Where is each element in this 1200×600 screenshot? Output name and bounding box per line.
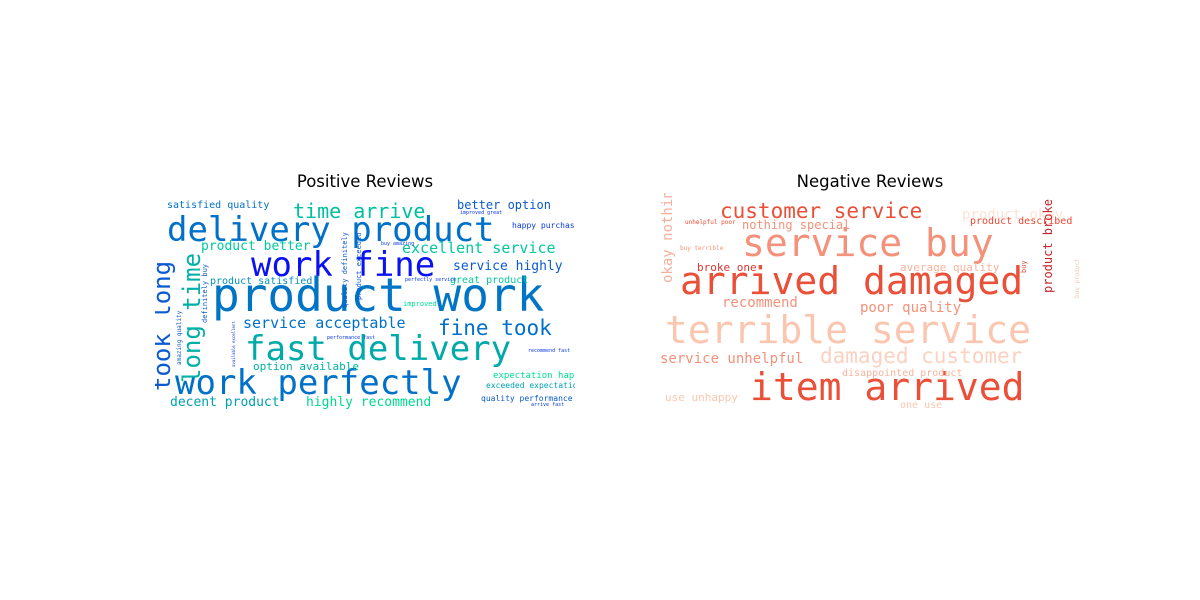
positive-word-service-acceptable: service acceptable xyxy=(243,314,406,332)
negative-word-poor-quality: poor quality xyxy=(860,300,961,316)
negative-word-use-unhappy: use unhappy xyxy=(665,391,738,404)
negative-word-service-buy: service buy xyxy=(742,221,994,265)
positive-word-available-excellent: available excellent xyxy=(231,321,236,367)
positive-word-perfectly-service: perfectly service xyxy=(405,277,456,283)
negative-word-average-quality: average quality xyxy=(900,261,1000,274)
positive-word-fast-delivery: fast delivery xyxy=(245,329,511,369)
positive-word-product-work: product work xyxy=(212,268,544,322)
positive-word-definitely-buy: definitely buy xyxy=(201,264,209,323)
positive-word-arrive-fast: arrive fast xyxy=(531,402,564,408)
positive-word-exceeded-expectation: exceeded expectation xyxy=(486,381,575,390)
negative-word-customer-service: customer service xyxy=(720,199,922,223)
positive-word-delivery-product: delivery product xyxy=(167,210,495,250)
positive-word-work-perfectly: work perfectly xyxy=(175,363,462,403)
positive-word-quality-definitely: quality definitely xyxy=(341,232,349,308)
positive-cloud: product work delivery product fast deliver… xyxy=(155,193,575,415)
positive-word-highly-recommend: highly recommend xyxy=(306,395,431,410)
positive-word-buy-amazing: buy amazing xyxy=(381,241,414,247)
positive-word-decent-product: decent product xyxy=(170,395,280,410)
positive-word-time-arrive: time arrive xyxy=(293,199,425,223)
positive-word-improved-great: improved great xyxy=(460,210,502,216)
negative-word-buy-terrible: buy terrible xyxy=(680,245,724,252)
positive-word-improved: improved xyxy=(403,300,437,308)
negative-word-broke-one: broke one xyxy=(697,261,757,274)
positive-word-quality-performance: quality performance xyxy=(481,394,573,403)
positive-title: Positive Reviews xyxy=(296,172,434,191)
positive-word-excellent-service: excellent service xyxy=(402,239,556,257)
negative-word-product-described: product described xyxy=(970,216,1072,227)
positive-word-amazing-quality: amazing quality xyxy=(176,310,183,365)
positive-word-work-fine: work fine xyxy=(251,245,435,285)
negative-word-product-broke: product broke xyxy=(1041,199,1055,293)
negative-word-unhelpful-poor: unhelpful poor xyxy=(685,219,736,226)
positive-word-long-time: long time xyxy=(178,253,206,383)
positive-word-product-better: product better xyxy=(201,239,311,254)
negative-word-product-okay: product okay xyxy=(962,207,1063,223)
negative-word-damaged-customer: damaged customer xyxy=(820,344,1022,368)
positive-wordcloud: product work delivery product fast deliver… xyxy=(155,198,575,410)
positive-word-product-exceeded: product exceeded xyxy=(355,233,363,300)
positive-word-better-option: better option xyxy=(457,198,551,212)
positive-word-happy-purchase: happy purchase xyxy=(512,221,575,230)
negative-word-item-arrived: item arrived xyxy=(750,365,1025,409)
positive-word-great-product: great product xyxy=(450,275,528,286)
negative-word-terrible-service: terrible service xyxy=(665,308,1031,352)
negative-word-disappointed-product: disappointed product xyxy=(842,368,962,379)
negative-word-buy-product: buy product xyxy=(1074,258,1080,298)
positive-word-satisfied-quality: satisfied quality xyxy=(167,200,269,211)
negative-cloud: service buy arrived damaged terrible servi… xyxy=(660,193,1080,415)
positive-word-expectation-happy: expectation happy xyxy=(493,371,575,381)
positive-word-service-highly: service highly xyxy=(453,259,563,274)
positive-word-fine-took: fine took xyxy=(438,316,552,340)
positive-word-product-satisfied: product satisfied xyxy=(210,276,312,287)
positive-word-performance-fast: performance fast xyxy=(327,335,375,341)
negative-word-buy: buy xyxy=(1020,260,1028,273)
negative-word-recommend: recommend xyxy=(722,295,798,311)
negative-word-nothing-special: nothing special xyxy=(742,218,850,232)
negative-word-service-unhelpful: service unhelpful xyxy=(660,351,803,367)
negative-title: Negative Reviews xyxy=(796,172,944,191)
positive-word-took-long: took long xyxy=(155,261,176,391)
positive-word-option-available: option available xyxy=(253,360,359,373)
negative-word-okay-nothing: okay nothing xyxy=(660,193,676,283)
negative-word-arrived-damaged: arrived damaged xyxy=(680,259,1023,303)
negative-word-one-use: one use xyxy=(900,400,942,411)
positive-word-recommend-fast: recommend fast xyxy=(528,348,570,354)
